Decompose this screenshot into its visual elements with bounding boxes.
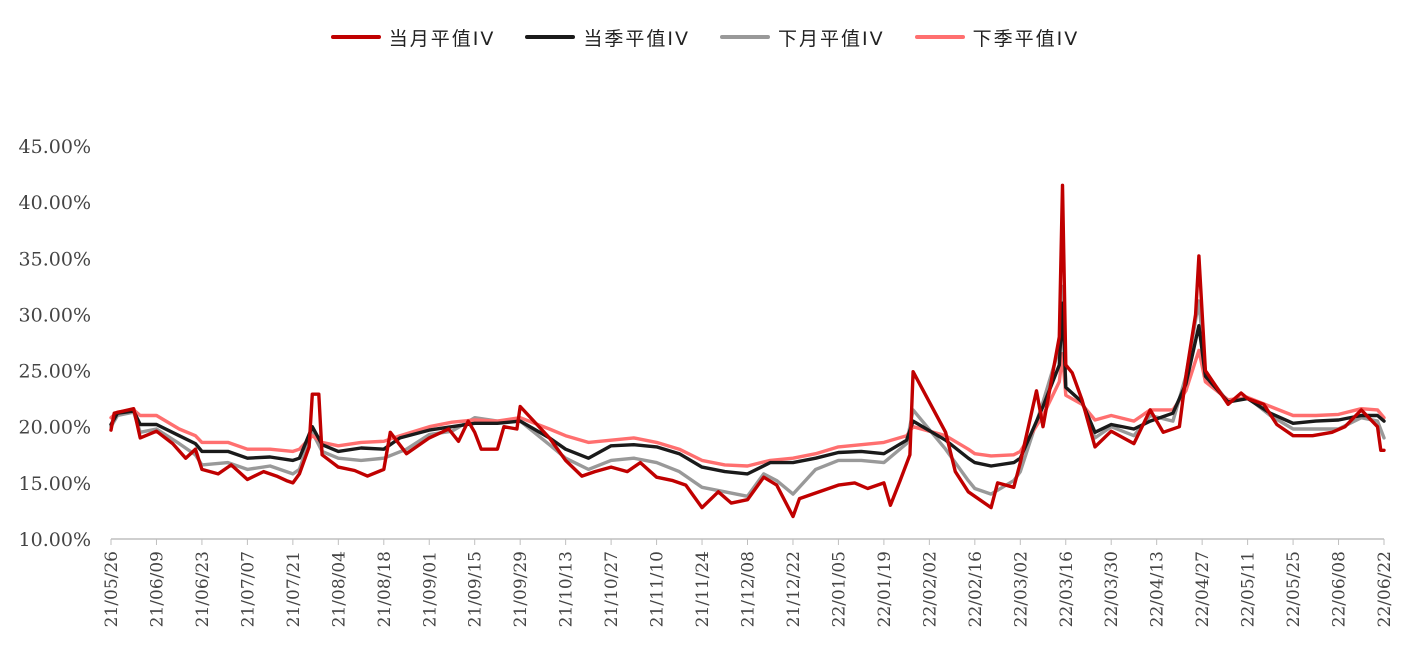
x-tick-label: 22/03/02 <box>1011 551 1031 627</box>
x-tick-label: 21/06/23 <box>193 551 213 627</box>
x-tick-label: 22/04/27 <box>1193 551 1213 627</box>
y-tick-label: 20.00% <box>19 417 91 439</box>
legend-item-1: 当季平值IV <box>525 24 690 51</box>
x-tick-label: 21/08/18 <box>375 551 395 627</box>
legend-swatch-3 <box>914 35 965 39</box>
legend-item-0: 当月平值IV <box>330 24 496 51</box>
series-line-1 <box>109 301 1386 476</box>
chart-legend: 当月平值IV 当季平值IV 下月平值IV 下季平值IV <box>0 22 1410 52</box>
chart-axes: 10.00% 15.00% 20.00% 25.00% 30.00% 35.00% 40.0… <box>19 136 1395 627</box>
x-tick-label: 21/10/13 <box>557 551 577 627</box>
legend-swatch-0 <box>330 35 381 39</box>
x-tick-label: 22/03/30 <box>1102 551 1122 627</box>
y-tick-label: 40.00% <box>19 192 91 214</box>
x-tick-label: 21/10/27 <box>602 551 622 627</box>
x-tick-label: 22/02/16 <box>966 551 986 627</box>
x-tick-label: 22/03/16 <box>1057 551 1077 627</box>
legend-label-0: 当月平值IV <box>388 27 496 50</box>
chart-series <box>109 183 1386 519</box>
y-tick-label: 35.00% <box>19 248 91 270</box>
x-tick-label: 21/06/09 <box>147 551 167 627</box>
x-tick-label: 22/05/11 <box>1239 551 1259 627</box>
legend-label-3: 下季平值IV <box>972 27 1080 50</box>
legend-swatch-1 <box>525 35 576 39</box>
x-tick-label: 22/06/08 <box>1330 551 1350 627</box>
y-tick-label: 15.00% <box>19 473 91 495</box>
legend-label-1: 当季平值IV <box>583 27 690 50</box>
x-tick-label: 22/05/25 <box>1284 551 1304 627</box>
y-tick-label: 25.00% <box>19 361 91 383</box>
series-line-0 <box>109 183 1386 519</box>
legend-label-2: 下月平值IV <box>778 27 885 50</box>
x-tick-label: 22/01/19 <box>875 551 895 627</box>
x-tick-label: 21/12/08 <box>739 551 759 627</box>
x-tick-label: 21/11/24 <box>693 551 713 627</box>
x-tick-label: 21/09/29 <box>511 551 531 627</box>
x-tick-label: 21/08/04 <box>329 551 349 627</box>
y-tick-label: 45.00% <box>19 136 91 158</box>
x-tick-label: 21/05/26 <box>102 551 122 627</box>
x-tick-label: 22/04/13 <box>1148 551 1168 627</box>
x-tick-label: 21/11/10 <box>648 551 668 627</box>
x-tick-label: 21/07/07 <box>238 551 258 627</box>
x-tick-label: 22/06/22 <box>1375 551 1395 627</box>
x-tick-label: 21/09/15 <box>466 551 486 627</box>
y-tick-label: 10.00% <box>19 529 91 551</box>
legend-item-3: 下季平值IV <box>914 24 1080 51</box>
legend-item-2: 下月平值IV <box>720 24 885 51</box>
y-tick-label: 30.00% <box>19 304 91 326</box>
x-tick-label: 21/12/22 <box>784 551 804 627</box>
x-tick-label: 21/09/01 <box>420 551 440 627</box>
legend-swatch-2 <box>720 35 770 39</box>
x-tick-label: 22/02/02 <box>920 551 940 627</box>
x-tick-label: 22/01/05 <box>829 551 849 627</box>
x-tick-label: 21/07/21 <box>284 551 304 627</box>
